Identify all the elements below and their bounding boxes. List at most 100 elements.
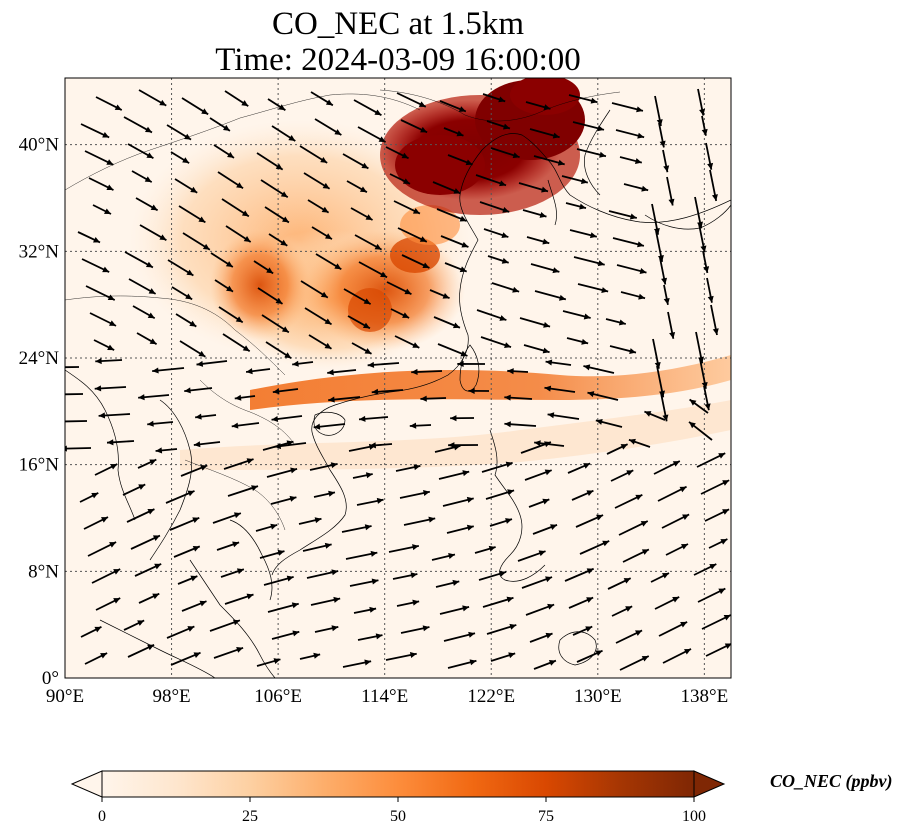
- wind-arrow-head: [453, 188, 461, 194]
- wind-arrow-head: [668, 198, 675, 206]
- wind-arrow-head: [703, 266, 710, 273]
- wind-arrow-head: [709, 564, 717, 570]
- wind-arrow-head: [618, 319, 626, 326]
- wind-arrow-head: [402, 312, 410, 318]
- wind-arrow-head: [278, 104, 286, 111]
- wind-arrow-head: [620, 444, 628, 450]
- wind-arrow-head: [466, 496, 474, 503]
- wind-arrow-head: [418, 101, 426, 107]
- wind-arrow-head: [586, 490, 594, 496]
- wind-arrow-head: [320, 291, 328, 298]
- wind-arrow-head: [499, 570, 507, 577]
- wind-arrow-head: [601, 287, 609, 293]
- wind-arrow-head: [275, 297, 283, 304]
- wind-arrow-head: [374, 243, 382, 250]
- wind-arrow-head: [672, 596, 680, 603]
- wind-arrow-head: [223, 124, 230, 131]
- wind-arrow-head: [602, 540, 610, 547]
- wind-arrow-head: [557, 159, 565, 166]
- wind-arrow-head: [106, 184, 114, 191]
- wind-arrow-head: [369, 606, 377, 613]
- wind-arrow-head: [586, 597, 594, 603]
- wind-arrow-head: [628, 438, 636, 445]
- wind-arrow-head: [154, 563, 162, 570]
- wind-arrow-head: [579, 203, 587, 210]
- wind-arrow-head: [488, 545, 496, 552]
- wind-arrow-head: [104, 208, 112, 215]
- wind-arrow-head: [324, 318, 332, 325]
- wind-arrow-head: [270, 523, 278, 530]
- wind-arrow-head: [409, 422, 417, 429]
- wind-arrow-head: [192, 517, 200, 524]
- lon-tick-label: 138°E: [681, 686, 729, 707]
- wind-arrow-head: [365, 472, 373, 479]
- wind-arrow-head: [236, 647, 244, 653]
- wind-arrow-head: [428, 516, 436, 523]
- wind-arrow-head: [501, 257, 509, 264]
- wind-arrow-head: [411, 368, 418, 376]
- wind-arrow-head: [543, 321, 551, 328]
- wind-arrow-head: [404, 288, 412, 295]
- wind-arrow-head: [550, 524, 558, 530]
- wind-arrow-head: [704, 403, 711, 411]
- wind-arrow-head: [281, 216, 289, 223]
- wind-arrow-head: [242, 345, 250, 352]
- wind-arrow-head: [547, 603, 555, 610]
- wind-arrow-head: [364, 524, 372, 531]
- wind-arrow-head: [442, 292, 450, 299]
- wind-arrow-head: [458, 106, 466, 112]
- wind-arrow-head: [581, 338, 589, 345]
- wind-arrow-head: [462, 470, 470, 477]
- wind-arrow-head: [273, 658, 281, 664]
- wind-arrow-head: [280, 239, 288, 246]
- lat-tick-label: 24°N: [19, 348, 60, 369]
- wind-arrow-head: [246, 458, 254, 464]
- wind-arrow-head: [498, 96, 506, 103]
- wind-arrow-head: [378, 136, 386, 143]
- wind-arrow-head: [226, 285, 234, 292]
- wind-arrow-head: [152, 593, 160, 600]
- country-borders: [65, 89, 621, 531]
- wind-arrow-head: [147, 312, 155, 319]
- wind-arrow-head: [225, 261, 233, 268]
- wind-arrow-head: [192, 545, 200, 552]
- wind-arrow-head: [656, 119, 663, 126]
- wind-arrow-head: [365, 214, 373, 220]
- wind-arrow-head: [641, 656, 649, 662]
- wind-arrow-head: [722, 480, 730, 486]
- wind-arrow-head: [277, 549, 285, 556]
- wind-arrow-head: [547, 412, 555, 419]
- wind-arrow-head: [152, 367, 159, 374]
- wind-arrow-head: [465, 159, 473, 166]
- wind-arrow-head: [543, 104, 551, 111]
- wind-arrow-head: [508, 652, 516, 659]
- wind-arrow-head: [552, 132, 560, 139]
- wind-arrow-head: [669, 331, 676, 339]
- wind-arrow-head: [509, 623, 517, 630]
- wind-arrow-head: [457, 360, 464, 368]
- wind-arrow-head: [234, 394, 242, 401]
- wind-arrow-head: [146, 152, 154, 159]
- wind-arrow-head: [198, 350, 206, 357]
- wind-arrow-head: [409, 652, 417, 658]
- longitude-tick-labels: 90°E 98°E 106°E 114°E 122°E 130°E 138°E: [46, 686, 728, 707]
- wind-arrow-head: [542, 347, 550, 354]
- wind-arrow-head: [331, 625, 339, 632]
- wind-arrow-head: [107, 294, 115, 301]
- wind-arrow-head: [544, 385, 552, 392]
- wind-arrow-head: [466, 524, 474, 531]
- wind-arrow-head: [266, 267, 274, 274]
- wind-arrow-head: [412, 208, 420, 214]
- wind-arrow-head: [91, 492, 99, 499]
- wind-arrow-head: [680, 544, 688, 550]
- wind-arrow-head: [313, 423, 321, 430]
- wind-arrow-head: [369, 442, 377, 449]
- wind-arrow-head: [233, 512, 241, 519]
- wind-arrow-head: [699, 108, 706, 116]
- wind-arrow-head: [246, 593, 254, 600]
- wind-arrow-head: [654, 361, 661, 369]
- wind-arrow-head: [102, 132, 110, 138]
- wind-arrow-head: [499, 315, 507, 321]
- wind-arrow-head: [286, 575, 294, 582]
- wind-arrow-head: [700, 245, 707, 253]
